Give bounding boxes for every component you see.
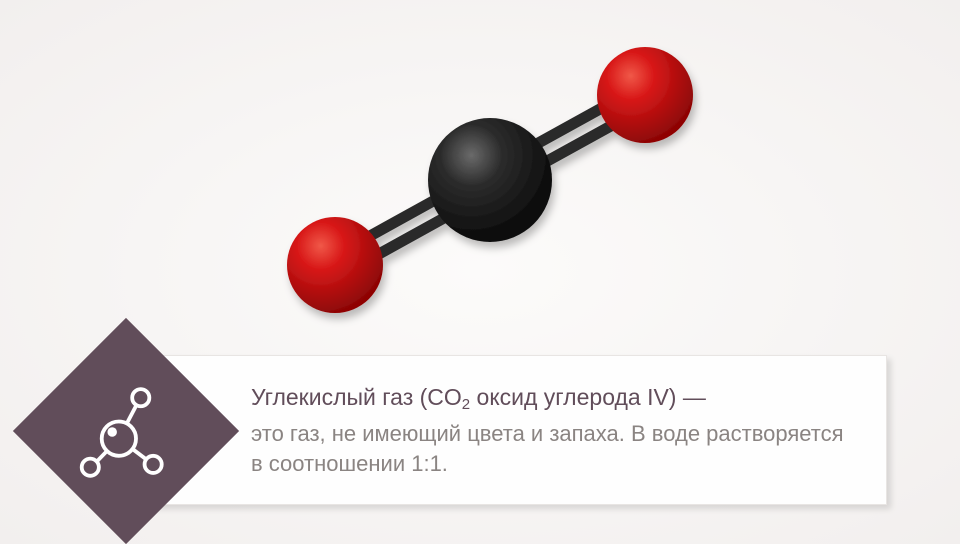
- molecule-diagram: [240, 20, 760, 360]
- card-title: Углекислый газ (CO2 оксид углерода IV) —: [251, 382, 856, 413]
- card-text: Углекислый газ (CO2 оксид углерода IV) —…: [251, 382, 886, 478]
- icon-badge: [13, 318, 239, 544]
- title-prefix: Углекислый газ (CO: [251, 384, 462, 410]
- title-suffix: оксид углерода IV) —: [470, 384, 706, 410]
- title-subscript: 2: [462, 396, 470, 413]
- oxygen-atom-top: [597, 47, 693, 143]
- co2-molecule-svg: [240, 20, 760, 360]
- info-card: Углекислый газ (CO2 оксид углерода IV) —…: [95, 355, 887, 505]
- oxygen-atom-bottom: [287, 217, 383, 313]
- carbon-atom: [428, 118, 552, 242]
- molecule-icon: [76, 379, 176, 484]
- card-description: это газ, не имеющий цвета и запаха. В во…: [251, 419, 856, 478]
